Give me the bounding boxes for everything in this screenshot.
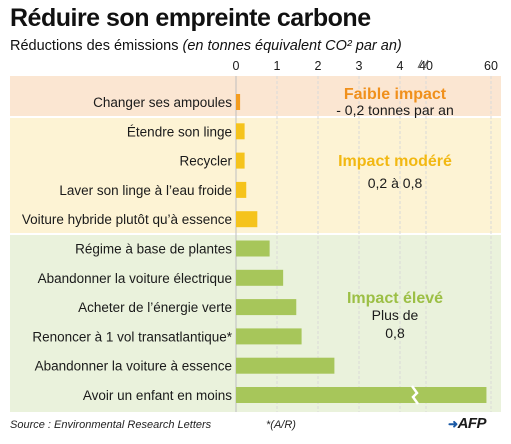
x-tick-label-0: 0 <box>233 59 240 73</box>
source-note: Source : Environmental Research Letters <box>10 419 212 431</box>
group-title-0: Faible impact <box>344 86 447 103</box>
bar-8 <box>236 328 302 345</box>
group-desc-2-0: Plus de <box>372 307 419 323</box>
band-2 <box>10 235 501 412</box>
axis-break-mark-0 <box>417 59 423 69</box>
bar-9 <box>236 357 335 374</box>
x-tick-label-4: 4 <box>397 59 404 73</box>
bars-layer <box>236 94 487 405</box>
x-tick-label-1: 1 <box>274 59 281 73</box>
category-label-4: Voiture hybride plutôt qu’à essence <box>22 212 232 227</box>
afp-brand: AFP <box>457 415 487 432</box>
bar-break-mark <box>410 385 420 405</box>
category-label-9: Abandonner la voiture à essence <box>35 359 232 374</box>
category-label-3: Laver son linge à l’eau froide <box>59 183 232 198</box>
chart-title: Réduire son empreinte carbone <box>10 4 371 32</box>
band-0 <box>10 76 501 117</box>
bar-3 <box>236 181 247 198</box>
category-label-6: Abandonner la voiture électrique <box>38 271 232 286</box>
x-tick-label-5: 40 <box>419 59 433 73</box>
afp-arrow-icon: ➜ <box>448 417 458 431</box>
bar-6 <box>236 269 284 286</box>
group-title-2: Impact élevé <box>347 290 443 307</box>
group-desc-1-0: 0,2 à 0,8 <box>368 175 423 191</box>
group-desc-0-0: - 0,2 tonnes par an <box>336 102 454 118</box>
category-label-2: Recycler <box>179 154 232 169</box>
chart-subtitle: Réductions des émissions (en tonnes équi… <box>10 38 402 54</box>
bar-5 <box>236 240 270 257</box>
category-labels: Changer ses ampoules Étendre son linge Rec… <box>22 95 233 403</box>
category-label-8: Renoncer à 1 vol transatlantique* <box>32 329 232 344</box>
credit-note: *(A/R) <box>266 419 296 431</box>
axis-break-mark-1 <box>423 59 429 69</box>
afp-logo: ➜AFP <box>448 415 487 432</box>
category-label-7: Acheter de l’énergie verte <box>78 300 232 315</box>
bar-4 <box>236 211 258 228</box>
category-label-0: Changer ses ampoules <box>93 95 232 110</box>
x-tick-label-6: 60 <box>484 59 498 73</box>
bar-2 <box>236 152 245 169</box>
bar-10 <box>236 387 487 403</box>
bar-0 <box>236 94 241 110</box>
x-tick-label-2: 2 <box>315 59 322 73</box>
bar-7 <box>236 299 297 316</box>
x-tick-label-3: 3 <box>356 59 363 73</box>
category-label-10: Avoir un enfant en moins <box>83 388 232 403</box>
category-label-1: Étendre son linge <box>127 124 232 139</box>
subtitle-main: Réductions des émissions <box>10 38 179 54</box>
group-labels: Faible impact- 0,2 tonnes par an Impact m… <box>336 86 454 341</box>
group-title-1: Impact modéré <box>338 153 452 170</box>
group-desc-2-1: 0,8 <box>385 325 405 341</box>
bar-1 <box>236 123 245 140</box>
category-label-5: Régime à base de plantes <box>75 242 232 257</box>
subtitle-unit: (en tonnes équivalent CO² par an) <box>182 38 402 54</box>
